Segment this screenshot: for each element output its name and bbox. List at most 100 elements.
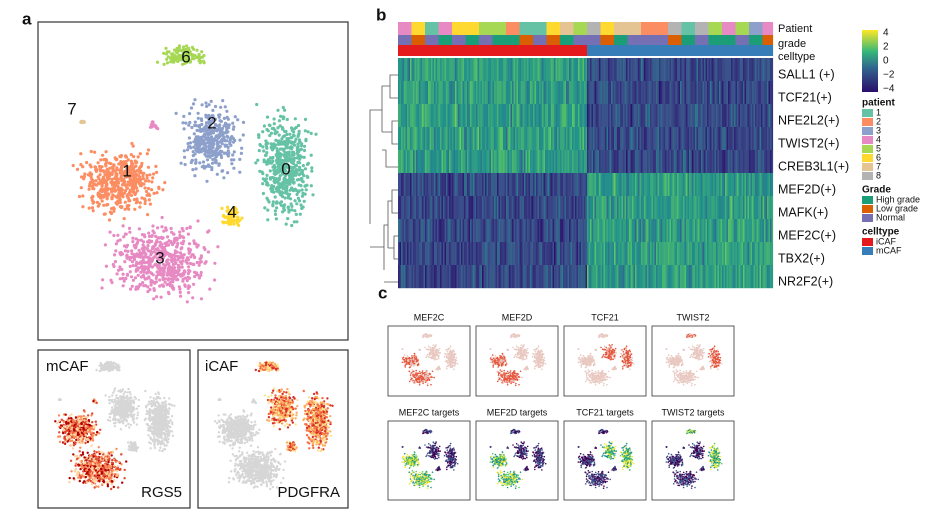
cell-dot (65, 429, 69, 433)
cell-dot (274, 138, 278, 142)
cell-dot (284, 222, 288, 226)
cell-dot (117, 420, 120, 424)
cell-dot (91, 194, 95, 198)
cell-dot (97, 455, 100, 459)
cell-dot (118, 369, 121, 372)
cell-dot (151, 224, 155, 228)
cell-dot (147, 403, 150, 406)
cell-dot (125, 254, 129, 258)
cell-dot (220, 150, 224, 154)
cell-dot (113, 387, 117, 390)
cell-dot (107, 455, 111, 458)
cell-dot (152, 397, 155, 400)
cell-dot (124, 276, 128, 280)
cell-dot (84, 426, 88, 430)
cell-dot (193, 120, 197, 124)
cell-dot (81, 451, 85, 454)
cell-dot (135, 200, 139, 204)
cell-dot (119, 154, 124, 158)
cell-dot (159, 295, 163, 299)
cell-dot (107, 458, 110, 462)
cell-dot (159, 434, 162, 437)
cell-dot (86, 451, 89, 454)
cell-dot (82, 409, 86, 412)
cell-dot (268, 169, 272, 173)
cell-dot (295, 156, 299, 160)
cell-dot (122, 217, 126, 221)
cell-dot (153, 407, 156, 410)
cell-dot (222, 131, 226, 135)
cell-dot (123, 401, 126, 404)
cell-dot (132, 198, 136, 202)
cell-dot (323, 444, 327, 447)
cell-dot (78, 419, 81, 422)
cell-dot (277, 166, 281, 170)
cell-dot (152, 287, 156, 291)
cell-dot (114, 183, 118, 187)
cell-dot (107, 365, 110, 368)
cell-dot (219, 128, 223, 132)
cell-dot (73, 424, 76, 427)
cell-dot (298, 157, 302, 161)
cell-dot (112, 391, 115, 394)
cell-dot (194, 167, 198, 171)
cell-dot (162, 62, 166, 66)
cell-dot (180, 253, 184, 257)
cell-dot (132, 400, 136, 404)
cell-dot (322, 411, 325, 414)
cell-dot (208, 287, 212, 291)
cell-dot (95, 457, 98, 461)
cell-dot (303, 417, 306, 420)
cell-dot (174, 111, 178, 115)
cell-dot (90, 206, 95, 210)
cell-dot (115, 166, 119, 170)
cell-dot (110, 473, 113, 477)
cell-dot (313, 397, 316, 401)
cell-dot (127, 422, 130, 426)
cell-dot (309, 405, 312, 408)
cell-dot (95, 401, 98, 405)
cell-dot (115, 368, 119, 371)
cell-dot (187, 265, 191, 269)
cell-dot (112, 485, 116, 489)
cell-dot (264, 177, 268, 181)
cell-dot (299, 176, 303, 181)
cell-dot (209, 99, 213, 103)
cell-dot (261, 182, 265, 186)
cell-dot (147, 231, 151, 235)
cell-dot (286, 206, 290, 210)
cell-dot (295, 170, 299, 174)
cell-dot (161, 417, 164, 420)
cell-dot (136, 268, 140, 272)
cell-dot (307, 428, 310, 431)
cell-dot (290, 153, 294, 157)
cell-dot (107, 460, 110, 464)
cell-dot (279, 114, 283, 118)
cell-dot (150, 188, 154, 192)
cell-dot (292, 181, 296, 185)
cell-dot (323, 417, 326, 420)
cell-dot (302, 199, 306, 203)
cell-dot (110, 483, 114, 486)
cell-dot (110, 470, 114, 473)
cell-dot (102, 177, 106, 181)
cell-dot (75, 167, 80, 171)
cell-dot (264, 139, 268, 143)
cell-dot (327, 403, 330, 406)
cell-dot (89, 174, 93, 178)
cell-dot (144, 417, 147, 420)
cell-dot (156, 435, 160, 438)
cell-dot (110, 461, 114, 465)
cell-dot (169, 265, 173, 269)
cell-dot (180, 262, 184, 266)
cell-dot (155, 274, 159, 278)
cell-dot (70, 424, 74, 427)
cell-dot (323, 408, 326, 411)
cell-dot (124, 412, 127, 415)
cell-dot (115, 179, 119, 183)
cell-dot (276, 177, 280, 181)
cell-dot (219, 155, 224, 160)
cell-dot (316, 416, 320, 419)
cell-dot (105, 472, 109, 476)
cell-dot (293, 199, 297, 203)
